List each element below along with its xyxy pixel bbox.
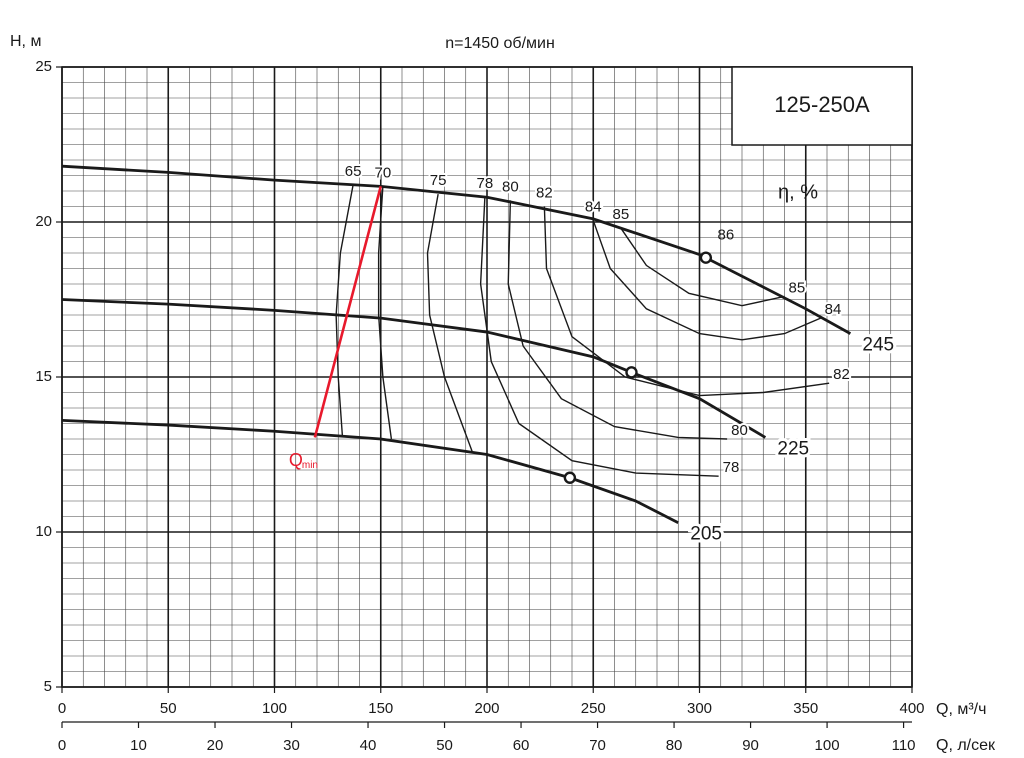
x2-tick-label: 60: [513, 737, 530, 754]
efficiency-value-label: 70: [375, 164, 392, 181]
x2-tick-label: 0: [58, 737, 66, 754]
efficiency-label: η, %: [778, 181, 818, 203]
y-tick-label: 5: [44, 678, 52, 695]
y-tick-label: 10: [35, 523, 52, 540]
x-tick-label: 150: [368, 700, 393, 717]
qmin-label: Q: [289, 450, 303, 470]
efficiency-value-label: 65: [345, 163, 362, 180]
x2-tick-label: 80: [666, 737, 683, 754]
model-label: 125-250А: [774, 92, 870, 117]
y-tick-label: 20: [35, 213, 52, 230]
bep-efficiency-label: 86: [718, 227, 735, 244]
bep-point: [563, 471, 577, 484]
x2-tick-label: 100: [815, 737, 840, 754]
efficiency-curve: [426, 193, 473, 452]
x2-axis-label: Q, л/сек: [936, 737, 996, 754]
x2-tick-label: 90: [742, 737, 759, 754]
qmin-line: [313, 186, 383, 438]
x-tick-label: 0: [58, 700, 66, 717]
x-tick-label: 400: [899, 700, 924, 717]
x2-tick-label: 110: [892, 737, 916, 754]
efficiency-value-label: 78: [723, 459, 740, 476]
head-curve-label: 245: [862, 335, 894, 356]
x2-tick-label: 20: [207, 737, 224, 754]
efficiency-value-label: 82: [536, 184, 553, 201]
plot-border: [61, 66, 913, 688]
head-curve: [61, 419, 679, 524]
x2-tick-label: 40: [360, 737, 377, 754]
y-tick-label: 15: [35, 368, 52, 385]
head-curve: [61, 164, 852, 335]
efficiency-curve: [592, 220, 821, 341]
x-axis-label: Q, м³/ч: [936, 701, 986, 718]
efficiency-value-label: 80: [731, 422, 748, 439]
efficiency-value-label: 84: [825, 301, 842, 318]
efficiency-value-label: 82: [833, 366, 850, 383]
bep-point: [699, 251, 713, 264]
x2-tick-label: 30: [283, 737, 300, 754]
x-tick-label: 50: [160, 700, 177, 717]
efficiency-curve: [377, 186, 393, 440]
grid: [56, 66, 913, 728]
x-tick-label: 350: [793, 700, 818, 717]
efficiency-value-label: 84: [585, 198, 602, 215]
chart-title: n=1450 об/мин: [445, 35, 555, 52]
head-curve: [61, 298, 767, 439]
efficiency-curve: [507, 200, 728, 440]
x-tick-label: 200: [474, 700, 499, 717]
x2-tick-label: 10: [130, 737, 147, 754]
efficiency-curve: [620, 227, 785, 307]
x2-tick-label: 70: [589, 737, 606, 754]
y-axis-label: H, м: [10, 33, 41, 50]
efficiency-value-label: 75: [430, 172, 447, 189]
efficiency-curve: [479, 197, 719, 477]
efficiency-curve: [543, 206, 830, 397]
x-tick-label: 250: [581, 700, 606, 717]
x2-tick-label: 50: [436, 737, 453, 754]
x-tick-label: 300: [687, 700, 712, 717]
head-curve-label: 225: [777, 438, 809, 459]
qmin-subscript: min: [302, 460, 318, 471]
y-tick-label: 25: [35, 58, 52, 75]
efficiency-value-label: 85: [613, 206, 630, 223]
model-box: [731, 66, 913, 146]
head-curve-label: 205: [690, 524, 722, 545]
x-tick-label: 100: [262, 700, 287, 717]
efficiency-value-label: 85: [789, 279, 806, 296]
bep-point: [625, 366, 638, 379]
curves: [61, 164, 852, 524]
efficiency-value-label: 78: [477, 175, 494, 192]
efficiency-value-label: 80: [502, 178, 519, 195]
